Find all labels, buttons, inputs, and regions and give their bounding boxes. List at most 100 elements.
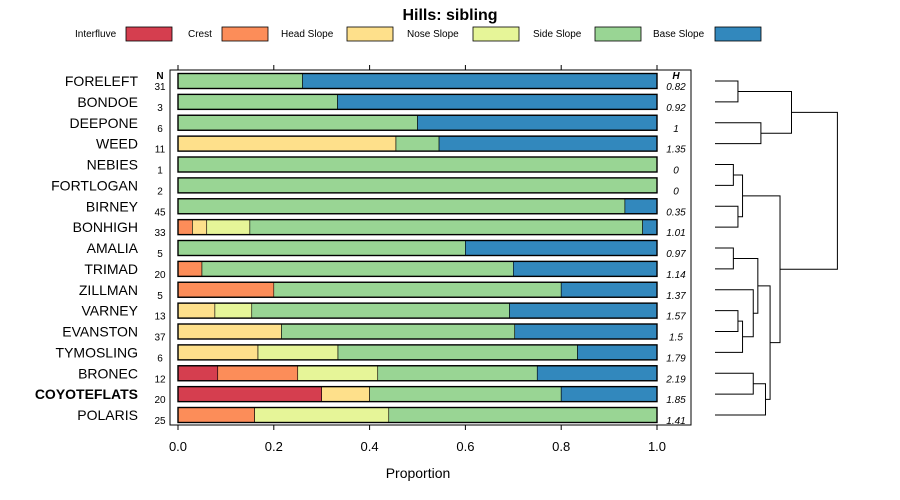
row-h-9: 1.14 — [666, 270, 686, 281]
dendro-link-10 — [733, 257, 759, 314]
legend-swatch-5 — [714, 26, 762, 42]
row-label-7: BONHIGH — [73, 219, 138, 235]
n-header: N — [156, 71, 163, 82]
row-label-1: BONDOE — [77, 94, 138, 110]
row-label-6: BIRNEY — [86, 198, 139, 214]
bar-segment-11-5 — [509, 302, 658, 319]
row-h-3: 1.35 — [666, 145, 686, 156]
row-h-15: 1.85 — [666, 395, 686, 406]
row-n-1: 3 — [157, 103, 163, 114]
row-h-13: 1.79 — [666, 353, 686, 364]
row-n-6: 45 — [154, 207, 166, 218]
bar-outline-15 — [177, 385, 658, 403]
bar-segment-12-4 — [281, 323, 516, 340]
row-h-0: 0.82 — [666, 82, 686, 93]
bar-segment-2-5 — [417, 114, 658, 131]
bar-segment-13-4 — [337, 344, 578, 361]
bar-segment-15-4 — [369, 386, 562, 402]
row-label-8: AMALIA — [87, 240, 139, 256]
row-n-2: 6 — [157, 124, 163, 135]
bar-segment-15-2 — [321, 386, 370, 402]
bar-segment-1-5 — [337, 94, 658, 110]
bar-segment-3-4 — [395, 135, 440, 152]
dendro-link-12 — [715, 383, 766, 416]
row-n-5: 2 — [157, 186, 163, 197]
x-tick-label-2: 0.4 — [361, 439, 379, 454]
row-label-3: WEED — [96, 136, 138, 152]
bar-segment-6-5 — [624, 198, 658, 215]
row-label-5: FORTLOGAN — [51, 177, 138, 193]
dendrogram — [715, 80, 838, 416]
bar-segment-4-4 — [177, 156, 658, 173]
bar-segment-10-5 — [560, 281, 658, 298]
row-label-12: EVANSTON — [62, 324, 138, 340]
dendro-link-0 — [715, 80, 739, 103]
bar-segment-15-5 — [560, 386, 658, 402]
legend-label-3: Nose Slope — [407, 29, 459, 40]
row-label-9: TRIMAD — [84, 261, 138, 277]
bar-segment-15-0 — [177, 386, 322, 402]
bar-outline-0 — [177, 72, 658, 90]
row-h-10: 1.37 — [666, 291, 686, 302]
bar-outline-1 — [177, 93, 658, 111]
bar-segment-14-4 — [377, 365, 538, 382]
legend: Interfluve Crest Head Slope Nose Slope Side … — [75, 26, 762, 42]
x-tick-label-4: 0.8 — [552, 439, 570, 454]
row-h-12: 1.5 — [669, 333, 683, 344]
dendro-link-9 — [715, 289, 754, 338]
bar-segment-13-2 — [177, 344, 259, 361]
x-tick-label-0: 0.0 — [169, 439, 187, 454]
bar-segment-14-1 — [217, 365, 299, 382]
row-n-16: 25 — [154, 416, 166, 427]
row-label-15: COYOTEFLATS — [35, 386, 138, 402]
legend-label-2: Head Slope — [281, 29, 334, 40]
dendro-link-4 — [715, 205, 739, 228]
row-h-4: 0 — [673, 166, 679, 177]
row-n-3: 11 — [155, 145, 166, 156]
dendro-link-7 — [715, 310, 739, 332]
bar-segment-16-4 — [388, 407, 658, 423]
row-label-11: VARNEY — [81, 303, 138, 319]
row-label-13: TYMOSLING — [56, 344, 138, 360]
row-label-14: BRONEC — [78, 365, 138, 381]
bar-segment-2-4 — [177, 114, 418, 131]
bar-segment-14-0 — [177, 365, 219, 382]
legend-label-4: Side Slope — [533, 29, 582, 40]
legend-swatch-1 — [221, 26, 269, 42]
bar-outline-4 — [177, 156, 658, 173]
bar-segment-11-3 — [214, 302, 253, 319]
bar-segment-16-1 — [177, 407, 255, 423]
row-n-10: 5 — [157, 291, 163, 302]
bar-segment-10-4 — [273, 281, 562, 298]
bar-segment-0-5 — [302, 73, 658, 89]
bar-segment-6-4 — [177, 198, 626, 215]
bar-outline-5 — [177, 177, 658, 194]
legend-swatch-4 — [594, 26, 642, 42]
bar-segment-14-3 — [297, 365, 379, 382]
bar-segment-10-1 — [177, 281, 275, 298]
bar-segment-9-5 — [512, 261, 658, 277]
bar-outline-3 — [177, 135, 658, 152]
bar-outline-12 — [177, 323, 658, 340]
row-h-1: 0.92 — [666, 103, 686, 114]
bar-segment-9-4 — [201, 261, 514, 277]
bar-outline-14 — [177, 365, 658, 382]
bar-segment-0-4 — [177, 73, 303, 89]
dendro-link-14 — [742, 195, 781, 344]
bar-segment-8-5 — [465, 240, 658, 256]
bar-segment-7-5 — [642, 219, 658, 235]
legend-swatch-3 — [472, 26, 520, 42]
bar-outline-16 — [177, 406, 658, 424]
bar-outline-11 — [177, 302, 658, 319]
plot-frame — [169, 69, 692, 426]
bar-segment-16-3 — [254, 407, 390, 423]
row-n-11: 13 — [154, 312, 166, 323]
row-label-10: ZILLMAN — [79, 282, 138, 298]
dendro-link-11 — [715, 372, 754, 395]
bar-segment-3-5 — [438, 135, 658, 152]
dendro-link-1 — [715, 122, 762, 145]
bar-outline-7 — [177, 218, 658, 236]
bar-segment-8-4 — [177, 240, 466, 256]
x-axis-label: Proportion — [386, 465, 451, 481]
